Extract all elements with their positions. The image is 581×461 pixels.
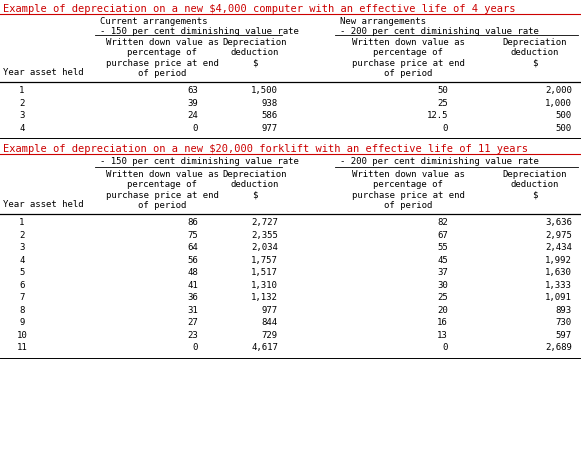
Text: Current arrangements
- 150 per cent diminishing value rate: Current arrangements - 150 per cent dimi…	[100, 17, 299, 36]
Text: Depreciation
deduction
$: Depreciation deduction $	[503, 170, 567, 200]
Text: Example of depreciation on a new $4,000 computer with an effective life of 4 yea: Example of depreciation on a new $4,000 …	[3, 4, 515, 14]
Text: Example of depreciation on a new $20,000 forklift with an effective life of 11 y: Example of depreciation on a new $20,000…	[3, 144, 528, 154]
Text: 2,355: 2,355	[251, 230, 278, 240]
Text: 24: 24	[187, 111, 198, 120]
Text: 730: 730	[556, 318, 572, 327]
Text: 82: 82	[437, 218, 448, 227]
Text: 8: 8	[19, 306, 24, 314]
Text: 25: 25	[437, 99, 448, 107]
Text: 45: 45	[437, 255, 448, 265]
Text: Depreciation
deduction
$: Depreciation deduction $	[503, 38, 567, 68]
Text: 86: 86	[187, 218, 198, 227]
Text: 2,975: 2,975	[545, 230, 572, 240]
Text: 50: 50	[437, 86, 448, 95]
Text: 3: 3	[19, 243, 24, 252]
Text: 1,000: 1,000	[545, 99, 572, 107]
Text: Written down value as
percentage of
purchase price at end
of period: Written down value as percentage of purc…	[106, 170, 218, 210]
Text: 4,617: 4,617	[251, 343, 278, 352]
Text: 11: 11	[17, 343, 27, 352]
Text: 39: 39	[187, 99, 198, 107]
Text: 4: 4	[19, 255, 24, 265]
Text: 27: 27	[187, 318, 198, 327]
Text: 5: 5	[19, 268, 24, 277]
Text: 2,034: 2,034	[251, 243, 278, 252]
Text: 1,132: 1,132	[251, 293, 278, 302]
Text: New arrangements
- 200 per cent diminishing value rate: New arrangements - 200 per cent diminish…	[340, 17, 539, 36]
Text: 844: 844	[262, 318, 278, 327]
Text: 41: 41	[187, 280, 198, 290]
Text: 1,091: 1,091	[545, 293, 572, 302]
Text: 75: 75	[187, 230, 198, 240]
Text: 500: 500	[556, 111, 572, 120]
Text: 2,434: 2,434	[545, 243, 572, 252]
Text: Written down value as
percentage of
purchase price at end
of period: Written down value as percentage of purc…	[106, 38, 218, 78]
Text: 2,727: 2,727	[251, 218, 278, 227]
Text: 0: 0	[193, 343, 198, 352]
Text: 2: 2	[19, 230, 24, 240]
Text: 2,000: 2,000	[545, 86, 572, 95]
Text: 10: 10	[17, 331, 27, 339]
Text: Year asset held: Year asset held	[3, 200, 84, 209]
Text: 1: 1	[19, 218, 24, 227]
Text: 3: 3	[19, 111, 24, 120]
Text: 0: 0	[443, 124, 448, 132]
Text: - 150 per cent diminishing value rate: - 150 per cent diminishing value rate	[100, 157, 299, 166]
Text: Year asset held: Year asset held	[3, 68, 84, 77]
Text: 23: 23	[187, 331, 198, 339]
Text: 30: 30	[437, 280, 448, 290]
Text: 2: 2	[19, 99, 24, 107]
Text: 597: 597	[556, 331, 572, 339]
Text: 977: 977	[262, 306, 278, 314]
Text: 1,757: 1,757	[251, 255, 278, 265]
Text: Written down value as
percentage of
purchase price at end
of period: Written down value as percentage of purc…	[352, 170, 464, 210]
Text: 6: 6	[19, 280, 24, 290]
Text: Depreciation
deduction
$: Depreciation deduction $	[223, 170, 287, 200]
Text: 893: 893	[556, 306, 572, 314]
Text: 3,636: 3,636	[545, 218, 572, 227]
Text: 36: 36	[187, 293, 198, 302]
Text: 1,310: 1,310	[251, 280, 278, 290]
Text: 4: 4	[19, 124, 24, 132]
Text: 938: 938	[262, 99, 278, 107]
Text: 1: 1	[19, 86, 24, 95]
Text: 56: 56	[187, 255, 198, 265]
Text: 64: 64	[187, 243, 198, 252]
Text: 16: 16	[437, 318, 448, 327]
Text: 1,500: 1,500	[251, 86, 278, 95]
Text: 1,630: 1,630	[545, 268, 572, 277]
Text: 31: 31	[187, 306, 198, 314]
Text: 25: 25	[437, 293, 448, 302]
Text: 13: 13	[437, 331, 448, 339]
Text: 1,517: 1,517	[251, 268, 278, 277]
Text: 20: 20	[437, 306, 448, 314]
Text: 37: 37	[437, 268, 448, 277]
Text: 55: 55	[437, 243, 448, 252]
Text: 7: 7	[19, 293, 24, 302]
Text: 63: 63	[187, 86, 198, 95]
Text: Written down value as
percentage of
purchase price at end
of period: Written down value as percentage of purc…	[352, 38, 464, 78]
Text: 977: 977	[262, 124, 278, 132]
Text: - 200 per cent diminishing value rate: - 200 per cent diminishing value rate	[340, 157, 539, 166]
Text: 586: 586	[262, 111, 278, 120]
Text: 2,689: 2,689	[545, 343, 572, 352]
Text: 1,333: 1,333	[545, 280, 572, 290]
Text: 1,992: 1,992	[545, 255, 572, 265]
Text: 500: 500	[556, 124, 572, 132]
Text: 48: 48	[187, 268, 198, 277]
Text: 12.5: 12.5	[426, 111, 448, 120]
Text: 9: 9	[19, 318, 24, 327]
Text: 729: 729	[262, 331, 278, 339]
Text: 67: 67	[437, 230, 448, 240]
Text: 0: 0	[443, 343, 448, 352]
Text: 0: 0	[193, 124, 198, 132]
Text: Depreciation
deduction
$: Depreciation deduction $	[223, 38, 287, 68]
